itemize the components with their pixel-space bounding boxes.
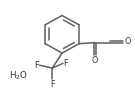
Text: F: F: [50, 80, 55, 89]
Text: H$_2$O: H$_2$O: [9, 69, 28, 82]
Text: O: O: [124, 37, 131, 46]
Text: F: F: [34, 61, 39, 70]
Text: F: F: [64, 59, 68, 68]
Text: O: O: [92, 56, 98, 65]
